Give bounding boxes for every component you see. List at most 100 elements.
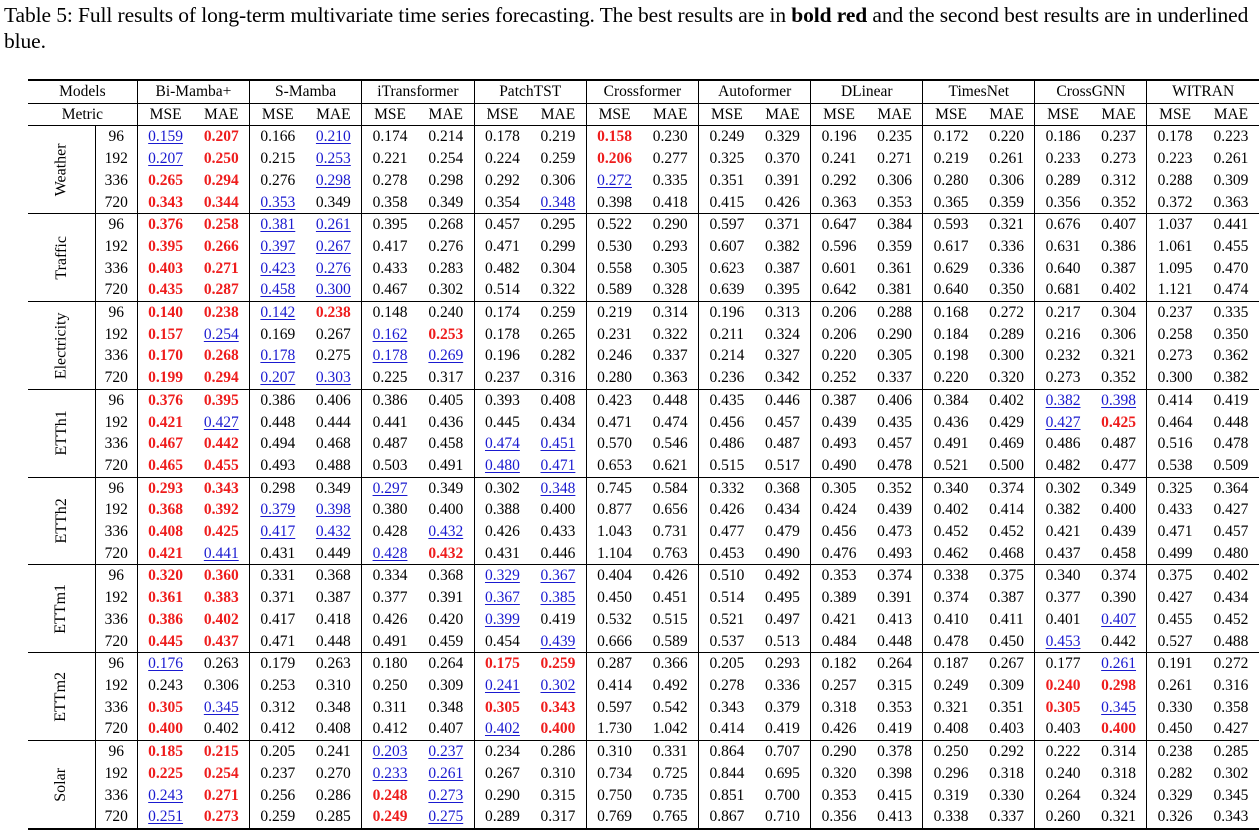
mae-cell: 0.493: [866, 542, 923, 566]
mae-cell: 0.360: [193, 565, 249, 587]
value: 0.445: [484, 413, 520, 431]
value: 0.319: [933, 786, 969, 804]
mse-cell: 0.401: [1034, 608, 1091, 631]
value: 0.452: [1213, 610, 1249, 628]
mse-cell: 0.292: [810, 169, 867, 192]
mae-cell: 0.315: [867, 675, 923, 697]
mae-cell: 0.324: [755, 324, 811, 346]
value: 0.419: [1213, 391, 1249, 409]
mae-cell: 0.254: [193, 324, 249, 346]
mae-cell: 0.349: [305, 191, 362, 215]
value: 0.142: [260, 304, 296, 322]
mae-cell: 0.371: [755, 214, 811, 236]
value: 0.302: [428, 281, 464, 299]
value: 0.210: [315, 128, 351, 146]
horizon-cell: 720: [94, 279, 138, 303]
value: 0.215: [260, 150, 296, 168]
value: 0.601: [821, 259, 857, 277]
value: 0.546: [652, 435, 688, 453]
mae-cell: 0.336: [979, 258, 1035, 280]
value: 0.182: [821, 655, 857, 673]
value: 0.415: [877, 786, 912, 804]
mse-cell: 0.617: [922, 235, 979, 258]
value: 0.407: [428, 720, 464, 738]
table-row: 720 0.435 0.287 0.458 0.300 0.467 0.302 0.514 0.…: [28, 279, 1259, 303]
value: 0.517: [765, 456, 800, 474]
mse-cell: 0.325: [698, 148, 755, 170]
mse-cell: 0.450: [585, 587, 643, 609]
mae-cell: 0.448: [1203, 412, 1259, 434]
horizon-cell: 96: [94, 301, 138, 324]
value: 0.297: [372, 479, 408, 497]
mae-cell: 0.313: [755, 302, 811, 324]
mae-header: MAE: [1090, 103, 1147, 127]
value: 0.377: [1045, 589, 1081, 607]
mae-cell: 0.434: [530, 412, 586, 434]
mse-cell: 0.220: [922, 367, 979, 390]
value: 0.391: [765, 171, 800, 189]
mse-cell: 0.174: [473, 301, 531, 324]
value: 0.407: [1101, 216, 1137, 234]
dataset-name: Electricity: [52, 312, 70, 379]
value: 0.254: [428, 150, 464, 168]
value: 0.317: [428, 369, 464, 387]
mse-cell: 0.448: [249, 411, 306, 434]
mse-cell: 0.433: [361, 257, 418, 280]
value: 0.184: [933, 325, 969, 343]
table-row: 720 0.421 0.441 0.431 0.449 0.428 0.432 0.431 0.…: [28, 542, 1259, 566]
model-header: DLinear: [810, 78, 923, 104]
mse-cell: 0.417: [361, 235, 418, 258]
mae-cell: 0.387: [306, 587, 362, 609]
mae-cell: 0.344: [193, 191, 250, 215]
mse-cell: 0.289: [1034, 169, 1091, 192]
mse-cell: 0.421: [1034, 521, 1091, 543]
mae-cell: 0.402: [193, 718, 250, 742]
mae-header: MAE: [305, 103, 362, 127]
value: 0.148: [372, 304, 408, 322]
value: 0.271: [203, 259, 239, 277]
mse-cell: 0.354: [473, 191, 531, 215]
value: 0.246: [597, 347, 632, 365]
mae-cell: 0.382: [755, 236, 811, 258]
value: 0.444: [315, 413, 351, 431]
value: 0.424: [821, 501, 857, 519]
mse-cell: 0.219: [922, 148, 979, 170]
mae-cell: 0.259: [530, 148, 586, 170]
mse-cell: 0.356: [1034, 191, 1091, 215]
value: 0.435: [877, 413, 912, 431]
value: 0.480: [484, 456, 520, 474]
mae-cell: 0.306: [530, 170, 586, 192]
value: 0.306: [989, 171, 1024, 189]
mse-cell: 0.647: [810, 213, 867, 236]
value: 0.306: [203, 676, 239, 694]
value: 0.237: [1101, 128, 1137, 146]
mse-cell: 0.384: [922, 389, 979, 412]
value: 0.458: [1101, 544, 1137, 562]
caption-suffix: and the second best results are in under…: [4, 3, 1249, 53]
mae-cell: 0.258: [193, 214, 249, 236]
mse-cell: 0.382: [1034, 499, 1091, 522]
value: 0.315: [540, 786, 576, 804]
value: 0.343: [709, 698, 745, 716]
value: 0.243: [148, 786, 184, 804]
value: 0.259: [540, 150, 576, 168]
value: 0.276: [260, 171, 296, 189]
mae-cell: 0.446: [530, 542, 587, 566]
value: 0.219: [540, 128, 576, 146]
value: 0.286: [540, 743, 576, 761]
value: 0.174: [372, 128, 408, 146]
mae-cell: 0.298: [418, 170, 474, 192]
mse-cell: 0.170: [136, 345, 194, 368]
value: 0.302: [540, 676, 576, 694]
value: 0.322: [540, 281, 576, 299]
mae-cell: 0.398: [867, 763, 923, 785]
value: 0.241: [484, 676, 520, 694]
mse-cell: 0.597: [585, 696, 643, 719]
mse-cell: 0.426: [698, 499, 755, 522]
caption-bold: bold red: [791, 3, 868, 27]
value: 0.380: [372, 501, 408, 519]
value: 0.407: [1101, 610, 1137, 628]
mse-cell: 0.214: [698, 345, 755, 368]
horizon-cell: 336: [94, 345, 138, 368]
value: 0.381: [260, 216, 296, 234]
